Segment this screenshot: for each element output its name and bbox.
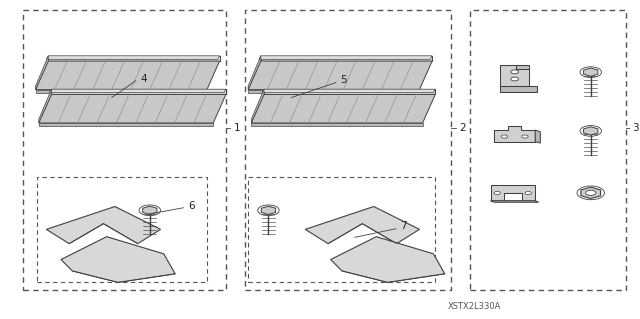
Text: 7: 7 [401,221,407,231]
Text: XSTX2L330A: XSTX2L330A [448,302,501,311]
Polygon shape [46,56,220,59]
Circle shape [501,135,508,138]
Polygon shape [516,65,529,69]
Polygon shape [46,206,161,244]
Polygon shape [584,68,598,76]
Polygon shape [36,61,220,90]
Polygon shape [51,89,226,94]
Polygon shape [500,86,537,92]
Polygon shape [36,90,207,93]
Polygon shape [331,237,445,282]
Polygon shape [61,237,175,282]
Polygon shape [261,56,432,61]
Polygon shape [535,130,540,143]
Polygon shape [252,94,435,123]
Polygon shape [500,65,529,86]
Polygon shape [494,126,535,142]
Polygon shape [48,56,220,61]
Polygon shape [39,123,213,126]
Polygon shape [36,56,48,90]
Polygon shape [248,90,419,93]
Polygon shape [490,201,539,202]
Polygon shape [39,94,226,123]
Polygon shape [262,89,435,93]
Text: 1: 1 [234,123,240,133]
Circle shape [586,190,596,196]
Circle shape [494,191,500,195]
Polygon shape [39,89,51,123]
Text: 4: 4 [140,73,147,84]
Polygon shape [252,123,422,126]
Polygon shape [49,89,226,93]
Text: 5: 5 [340,75,347,85]
Polygon shape [248,61,432,90]
Polygon shape [264,89,435,94]
Polygon shape [248,56,261,90]
Polygon shape [584,127,598,135]
Text: 2: 2 [460,123,466,133]
Polygon shape [143,206,157,214]
Polygon shape [261,206,276,214]
Circle shape [522,135,528,138]
Polygon shape [259,56,432,59]
Polygon shape [581,187,600,198]
Text: 3: 3 [632,123,639,133]
Polygon shape [490,185,535,201]
Text: 6: 6 [188,201,195,211]
Polygon shape [252,89,264,123]
Circle shape [511,77,518,81]
Circle shape [525,191,531,195]
Circle shape [511,70,518,74]
Polygon shape [305,206,419,244]
